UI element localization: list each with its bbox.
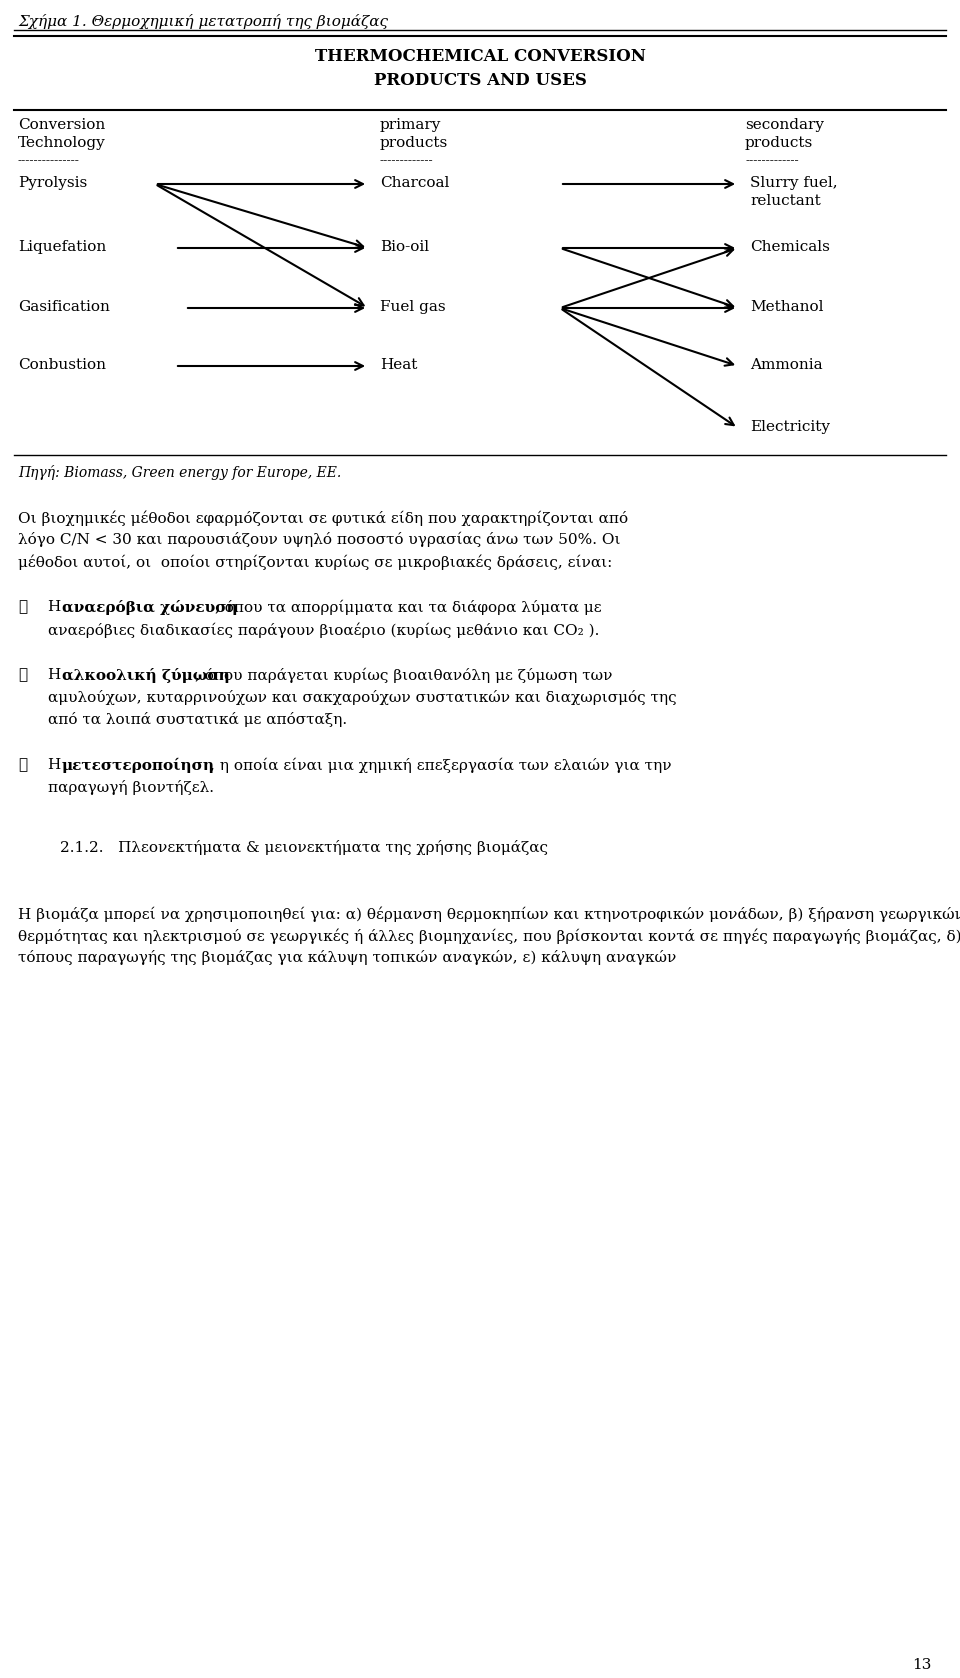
Text: λόγο C/N < 30 και παρουσιάζουν υψηλό ποσοστό υγρασίας άνω των 50%. Οι: λόγο C/N < 30 και παρουσιάζουν υψηλό ποσ…	[18, 532, 620, 547]
Text: αναερόβια χώνευση: αναερόβια χώνευση	[62, 601, 238, 616]
Text: PRODUCTS AND USES: PRODUCTS AND USES	[373, 72, 587, 89]
Text: products: products	[380, 136, 448, 149]
Text: Fuel gas: Fuel gas	[380, 300, 445, 314]
Text: Methanol: Methanol	[750, 300, 824, 314]
Text: ✓: ✓	[18, 758, 27, 772]
Text: Pyrolysis: Pyrolysis	[18, 176, 87, 190]
Text: Charcoal: Charcoal	[380, 176, 449, 190]
Text: Η: Η	[48, 601, 66, 614]
Text: Η: Η	[48, 758, 66, 772]
Text: Heat: Heat	[380, 357, 418, 373]
Text: από τα λοιπά συστατικά με απόσταξη.: από τα λοιπά συστατικά με απόσταξη.	[48, 711, 348, 727]
Text: Electricity: Electricity	[750, 420, 830, 435]
Text: αναερόβιες διαδικασίες παράγουν βιοαέριο (κυρίως μεθάνιο και CO₂ ).: αναερόβιες διαδικασίες παράγουν βιοαέριο…	[48, 623, 599, 638]
Text: Ammonia: Ammonia	[750, 357, 823, 373]
Text: Σχήμα 1. Θερμοχημική μετατροπή της βιομάζας: Σχήμα 1. Θερμοχημική μετατροπή της βιομά…	[18, 13, 388, 29]
Text: Η βιομάζα μπορεί να χρησιμοποιηθεί για: α) θέρμανση θερμοκηπίων και κτηνοτροφικώ: Η βιομάζα μπορεί να χρησιμοποιηθεί για: …	[18, 906, 960, 921]
Text: 2.1.2.   Πλεονεκτήματα & μειονεκτήματα της χρήσης βιομάζας: 2.1.2. Πλεονεκτήματα & μειονεκτήματα της…	[60, 841, 548, 856]
Text: Technology: Technology	[18, 136, 106, 149]
Text: primary: primary	[380, 117, 442, 133]
Text: Πηγή: Biomass, Green energy for Europe, EE.: Πηγή: Biomass, Green energy for Europe, …	[18, 465, 341, 480]
Text: Gasification: Gasification	[18, 300, 109, 314]
Text: Chemicals: Chemicals	[750, 240, 829, 253]
Text: μέθοδοι αυτοί, οι  οποίοι στηρίζονται κυρίως σε μικροβιακές δράσεις, είναι:: μέθοδοι αυτοί, οι οποίοι στηρίζονται κυρ…	[18, 554, 612, 569]
Text: , όπου τα απορρίμματα και τα διάφορα λύματα με: , όπου τα απορρίμματα και τα διάφορα λύμ…	[215, 601, 602, 616]
Text: Bio-oil: Bio-oil	[380, 240, 429, 253]
Text: Liquefation: Liquefation	[18, 240, 107, 253]
Text: products: products	[745, 136, 813, 149]
Text: αμυλούχων, κυταρρινούχων και σακχαρούχων συστατικών και διαχωρισμός της: αμυλούχων, κυταρρινούχων και σακχαρούχων…	[48, 690, 677, 705]
Text: THERMOCHEMICAL CONVERSION: THERMOCHEMICAL CONVERSION	[315, 49, 645, 65]
Text: Η: Η	[48, 668, 66, 681]
Text: θερμότητας και ηλεκτρισμού σε γεωργικές ή άλλες βιομηχανίες, που βρίσκονται κοντ: θερμότητας και ηλεκτρισμού σε γεωργικές …	[18, 928, 960, 943]
Text: Οι βιοχημικές μέθοδοι εφαρμόζονται σε φυτικά είδη που χαρακτηρίζονται από: Οι βιοχημικές μέθοδοι εφαρμόζονται σε φυ…	[18, 510, 628, 525]
Text: ---------------: ---------------	[18, 154, 80, 168]
Text: ✓: ✓	[18, 601, 27, 614]
Text: Conbustion: Conbustion	[18, 357, 106, 373]
Text: , όπου παράγεται κυρίως βιοαιθανόλη με ζύμωση των: , όπου παράγεται κυρίως βιοαιθανόλη με ζ…	[195, 668, 612, 683]
Text: 13: 13	[913, 1658, 932, 1671]
Text: -------------: -------------	[745, 154, 799, 168]
Text: , η οποία είναι μια χημική επεξεργασία των ελαιών για την: , η οποία είναι μια χημική επεξεργασία τ…	[210, 758, 672, 774]
Text: secondary: secondary	[745, 117, 824, 133]
Text: Slurry fuel,: Slurry fuel,	[750, 176, 838, 190]
Text: μετεστεροποίηση: μετεστεροποίηση	[62, 758, 215, 774]
Text: ✓: ✓	[18, 668, 27, 681]
Text: παραγωγή βιοντήζελ.: παραγωγή βιοντήζελ.	[48, 780, 214, 795]
Text: τόπους παραγωγής της βιομάζας για κάλυψη τοπικών αναγκών, ε) κάλυψη αναγκών: τόπους παραγωγής της βιομάζας για κάλυψη…	[18, 950, 677, 965]
Text: αλκοολική ζύμωση: αλκοολική ζύμωση	[62, 668, 229, 683]
Text: -------------: -------------	[380, 154, 434, 168]
Text: Conversion: Conversion	[18, 117, 106, 133]
Text: reluctant: reluctant	[750, 195, 821, 208]
